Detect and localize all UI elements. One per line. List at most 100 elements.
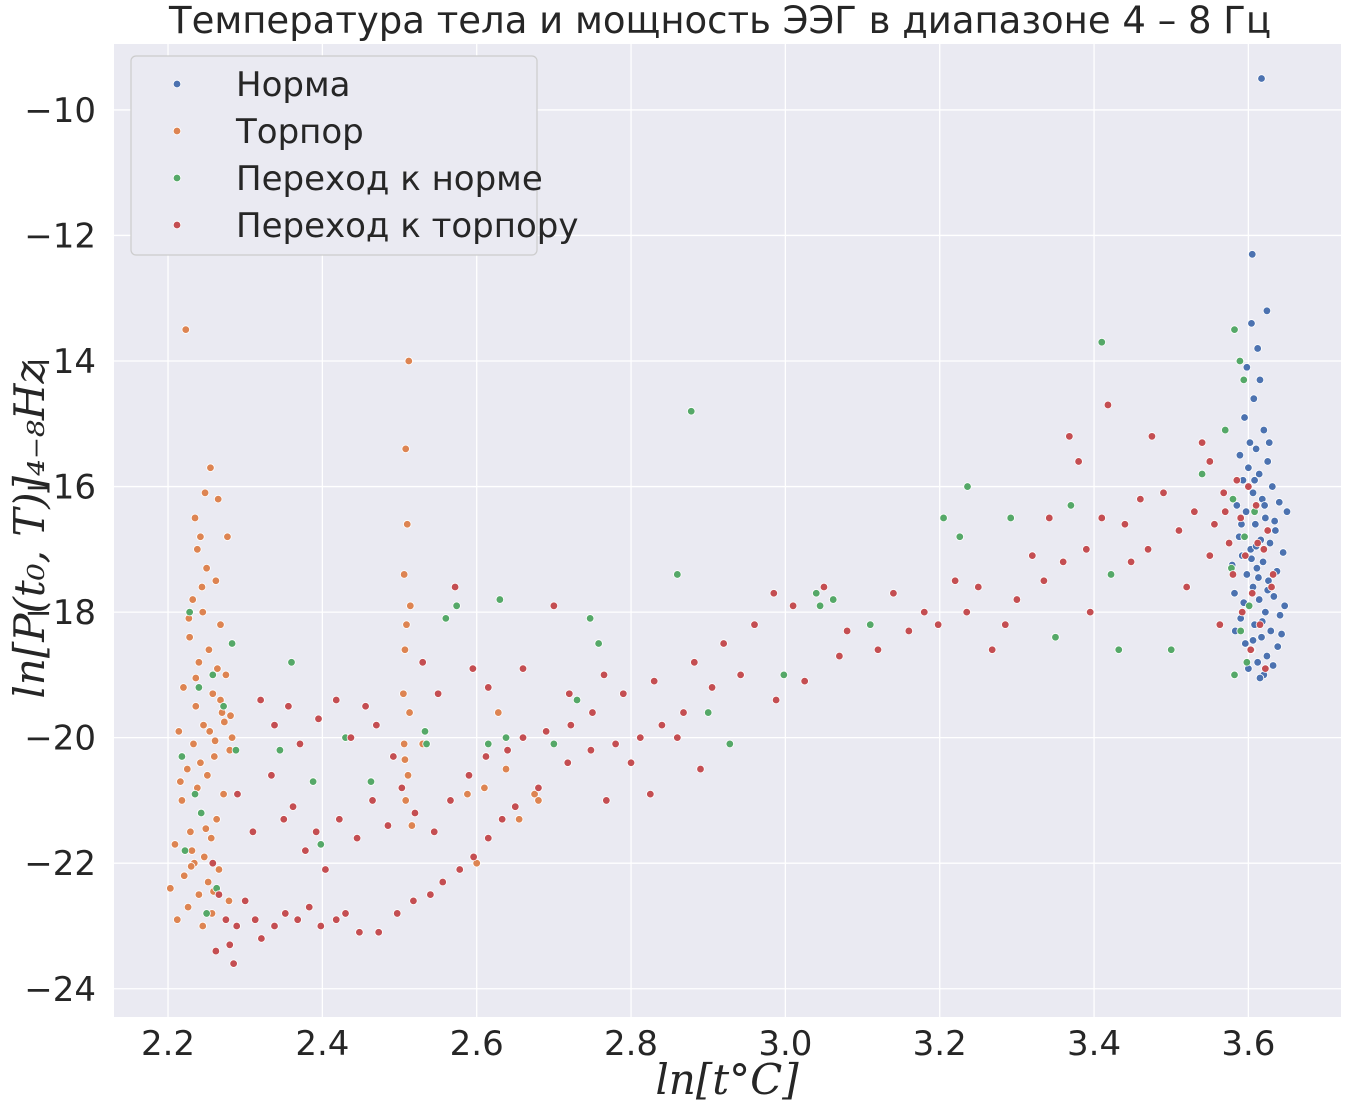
data-point <box>321 865 330 874</box>
data-point <box>275 746 285 755</box>
x-tick-label: 2.2 <box>141 1024 195 1064</box>
data-point <box>166 884 175 893</box>
series-2 <box>166 325 543 931</box>
data-point <box>1235 356 1245 366</box>
data-point <box>1275 498 1284 507</box>
data-point <box>788 601 798 611</box>
data-point <box>1120 520 1130 529</box>
data-point <box>1126 557 1136 567</box>
data-point <box>1268 661 1278 670</box>
data-point <box>1235 450 1245 460</box>
data-point <box>402 620 411 629</box>
data-point <box>1262 651 1272 661</box>
data-point <box>205 727 214 736</box>
data-point <box>588 708 597 717</box>
data-point <box>963 482 972 491</box>
data-point <box>199 720 208 730</box>
data-point <box>1039 576 1049 585</box>
data-point <box>200 488 210 498</box>
data-point <box>469 852 478 862</box>
data-point <box>1265 438 1274 447</box>
data-point <box>405 708 414 717</box>
data-point <box>1248 250 1257 259</box>
data-point <box>1236 513 1245 523</box>
data-point <box>549 601 559 611</box>
data-point <box>585 614 595 623</box>
x-tick-label: 3.4 <box>1067 1024 1121 1064</box>
data-point <box>197 808 206 818</box>
data-point <box>206 463 215 472</box>
data-point <box>1221 425 1230 435</box>
data-point <box>404 356 413 366</box>
data-point <box>566 720 576 730</box>
data-point <box>1205 551 1215 560</box>
data-point <box>204 645 214 654</box>
data-point <box>352 833 362 843</box>
data-point <box>812 589 821 598</box>
data-point <box>223 532 232 541</box>
data-point <box>210 736 220 745</box>
data-point <box>842 626 852 636</box>
data-point <box>1167 645 1176 654</box>
data-point <box>270 921 279 931</box>
data-point <box>1224 538 1234 548</box>
data-point <box>186 827 195 837</box>
data-point <box>227 733 237 742</box>
data-point <box>407 821 417 830</box>
legend-label: Норма <box>236 65 350 105</box>
data-point <box>1255 620 1265 629</box>
data-point <box>256 695 265 705</box>
data-point <box>1242 658 1252 667</box>
data-point <box>355 928 364 937</box>
data-point <box>1228 494 1238 504</box>
data-point <box>410 808 420 818</box>
data-point <box>194 683 204 692</box>
data-point <box>240 896 250 906</box>
data-point <box>1232 501 1242 510</box>
data-point <box>341 909 350 918</box>
data-point <box>191 673 200 683</box>
data-point <box>1230 670 1239 680</box>
data-point <box>1251 501 1261 510</box>
data-point <box>1197 469 1207 479</box>
data-point <box>187 846 197 855</box>
data-point <box>403 771 413 780</box>
data-point <box>679 708 688 717</box>
data-point <box>1250 476 1259 485</box>
data-point <box>401 444 410 454</box>
data-point <box>1051 633 1060 642</box>
data-point <box>1280 601 1289 611</box>
data-point <box>179 683 188 692</box>
data-point <box>1267 582 1276 592</box>
data-point <box>185 607 194 617</box>
data-point <box>422 739 431 749</box>
data-point <box>366 777 376 786</box>
data-point <box>463 789 472 799</box>
data-point <box>1254 595 1264 604</box>
data-point <box>335 815 344 824</box>
data-point <box>1253 658 1262 667</box>
data-point <box>468 664 478 673</box>
data-point <box>1236 626 1245 636</box>
data-point <box>208 859 217 868</box>
data-point <box>400 645 410 654</box>
x-tick-label: 3.6 <box>1221 1024 1275 1064</box>
y-tick-label: −20 <box>24 719 96 759</box>
legend-marker <box>172 220 182 230</box>
data-point <box>232 921 241 931</box>
data-point <box>301 846 310 855</box>
data-point <box>287 658 296 667</box>
data-point <box>950 576 960 585</box>
data-point <box>1249 394 1258 403</box>
data-point <box>1182 582 1191 592</box>
data-point <box>649 676 659 686</box>
data-point <box>518 664 528 673</box>
data-point <box>1244 463 1253 472</box>
data-point <box>281 909 290 918</box>
data-point <box>1262 306 1272 315</box>
data-point <box>221 670 231 680</box>
data-point <box>514 815 524 824</box>
data-point <box>707 683 717 692</box>
data-point <box>495 595 505 604</box>
data-point <box>725 739 735 749</box>
